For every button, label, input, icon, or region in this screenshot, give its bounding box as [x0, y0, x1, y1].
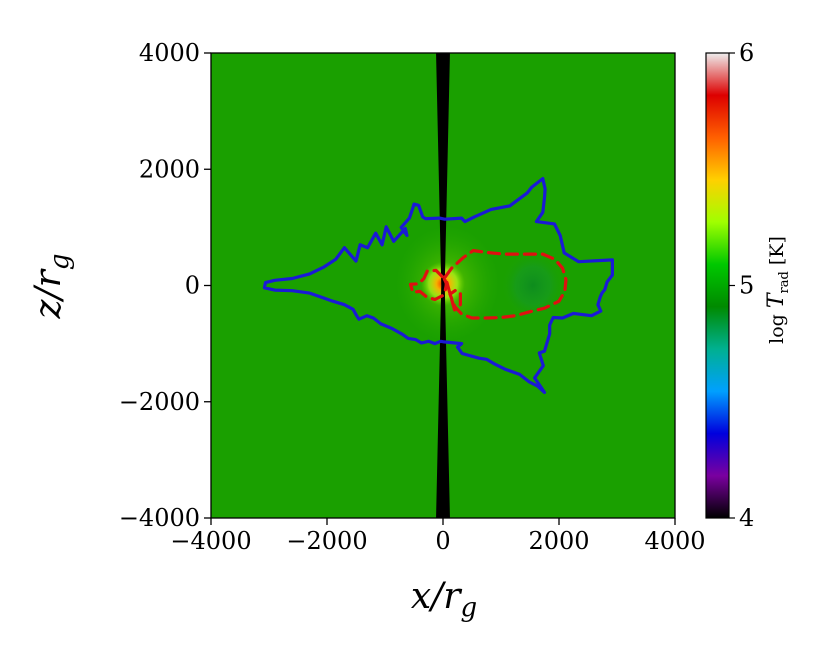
cool-region [501, 250, 565, 321]
colorbar: 4 5 6 log Trad [K] [705, 39, 792, 532]
contour-solid-0 [262, 177, 615, 394]
axis-strip [436, 53, 450, 518]
x-tick-label: 0 [435, 527, 450, 555]
x-tick-label: 4000 [644, 527, 705, 555]
y-tick-label: 2000 [139, 155, 200, 183]
contours [262, 177, 615, 394]
y-axis-label: z/rg [28, 254, 75, 320]
colorbar-ticks: 4 5 6 [729, 39, 754, 532]
x-tick-label: −4000 [170, 527, 251, 555]
x-tick-label: −2000 [286, 527, 367, 555]
y-tick-label: 0 [185, 272, 200, 300]
x-axis-label: x/rg [411, 576, 477, 623]
contour-dashed-2 [408, 268, 449, 302]
y-axis: 4000 2000 0 −2000 −4000 [119, 39, 211, 532]
y-tick-label: 4000 [139, 39, 200, 67]
x-tick-label: 2000 [528, 527, 589, 555]
contour-dashed-1 [443, 249, 568, 320]
colorbar-tick-label: 6 [739, 39, 754, 67]
y-tick-label: −2000 [119, 388, 200, 416]
plot-area: −4000 −2000 0 2000 4000 4000 2000 0 −2000 −4000 [119, 39, 706, 555]
x-axis: −4000 −2000 0 2000 4000 [170, 518, 706, 555]
colorbar-tick-label: 4 [739, 504, 754, 532]
colorbar-label: log Trad [K] [764, 236, 792, 344]
colorbar-gradient [706, 53, 729, 518]
colorbar-tick-label: 5 [739, 272, 754, 300]
y-tick-label: −4000 [119, 504, 200, 532]
